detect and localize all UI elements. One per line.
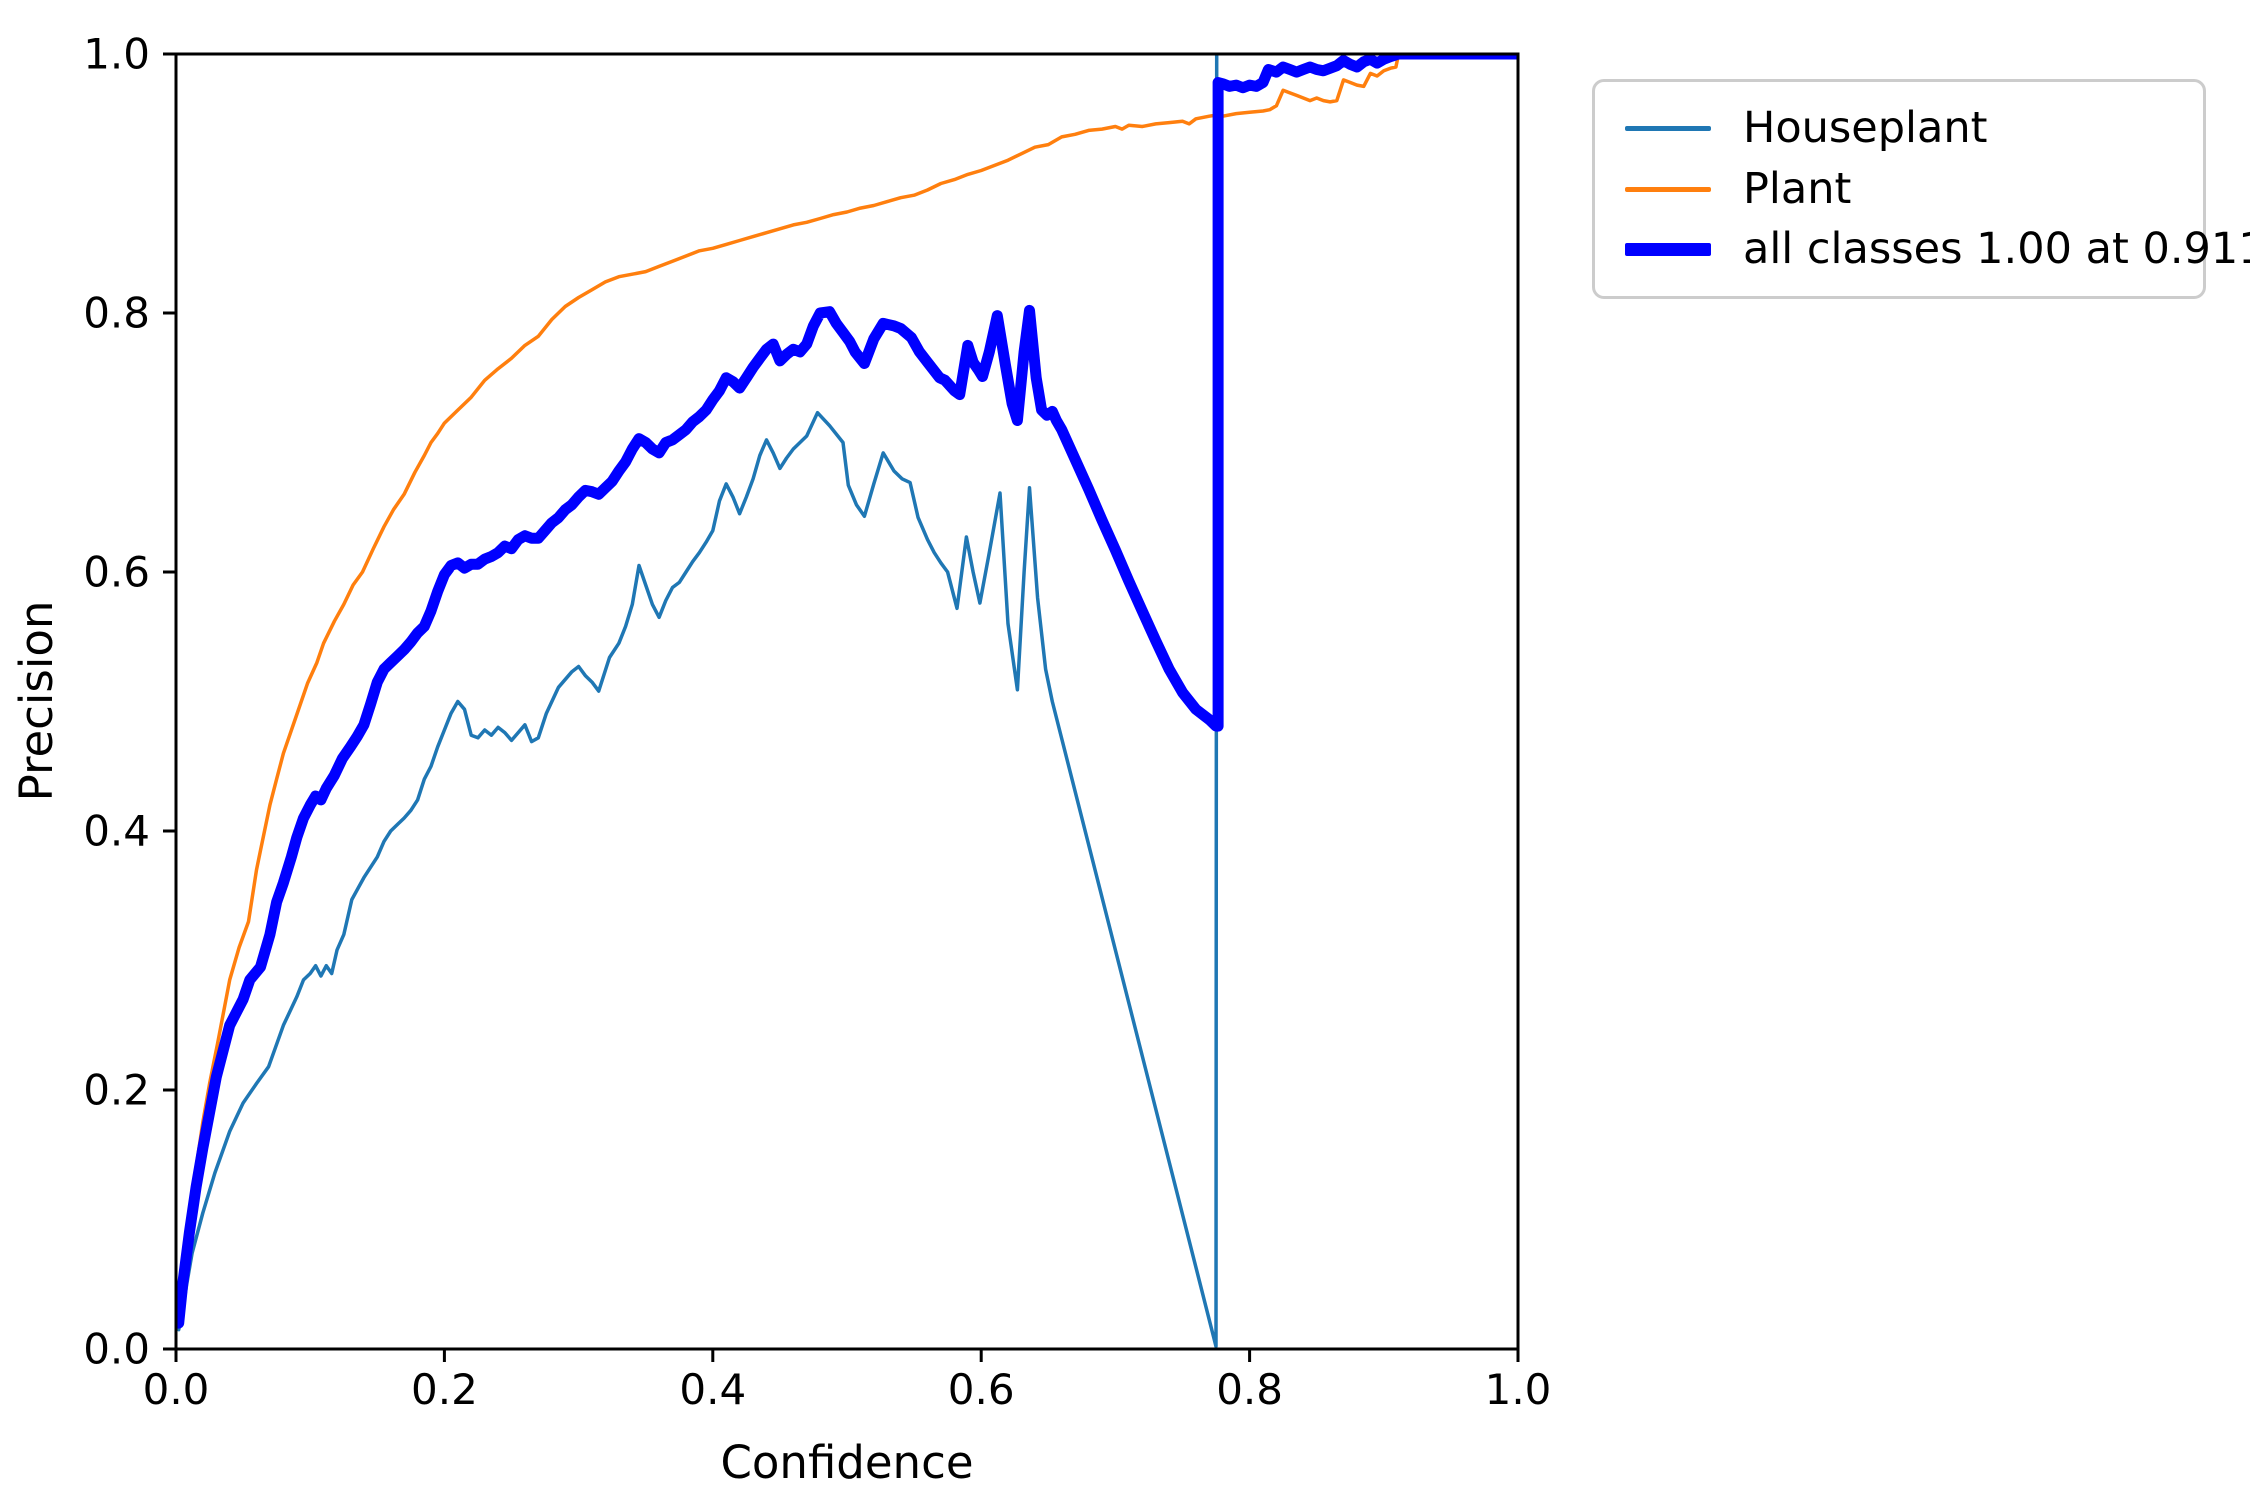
x-tick-label: 0.0 — [143, 1365, 210, 1414]
y-tick-label: 0.4 — [83, 807, 150, 856]
houseplant-line-swatch — [1625, 126, 1711, 132]
houseplant-curve — [176, 54, 1219, 1349]
legend-label-all-classes: all classes 1.00 at 0.911 — [1743, 223, 2250, 274]
legend: Houseplant Plant all classes 1.00 at 0.9… — [1592, 79, 2250, 299]
ticks-group: 0.0 0.2 0.4 0.6 0.8 1.0 0.0 0.2 0.4 0.6 0.8 1.0 — [83, 30, 1551, 1415]
legend-label-houseplant: Houseplant — [1743, 103, 1988, 154]
legend-item-all-classes: all classes 1.00 at 0.911 — [1595, 227, 2250, 271]
plant-curve — [176, 54, 1518, 1325]
x-tick-label: 0.6 — [948, 1365, 1015, 1414]
x-tick-label: 0.4 — [679, 1365, 746, 1414]
all-classes-line-swatch — [1625, 242, 1711, 256]
curves-group — [176, 54, 1518, 1349]
x-tick-label: 0.2 — [411, 1365, 478, 1414]
y-tick-label: 0.8 — [83, 289, 150, 338]
y-tick-label: 0.2 — [83, 1066, 150, 1115]
legend-item-plant: Plant — [1595, 163, 2203, 214]
plant-line-swatch — [1625, 186, 1711, 192]
y-axis-label: Precision — [10, 601, 63, 802]
plot-area-border — [174, 52, 1520, 1351]
x-tick-label: 0.8 — [1216, 1365, 1283, 1414]
all-curve — [176, 54, 1518, 1329]
legend-label-plant: Plant — [1743, 163, 1852, 214]
y-tick-label: 1.0 — [83, 30, 150, 79]
legend-item-houseplant: Houseplant — [1595, 107, 2203, 150]
y-tick-label: 0.0 — [83, 1325, 150, 1374]
x-tick-label: 1.0 — [1485, 1365, 1552, 1414]
x-axis-label: Confidence — [720, 1436, 973, 1489]
y-tick-label: 0.6 — [83, 548, 150, 597]
